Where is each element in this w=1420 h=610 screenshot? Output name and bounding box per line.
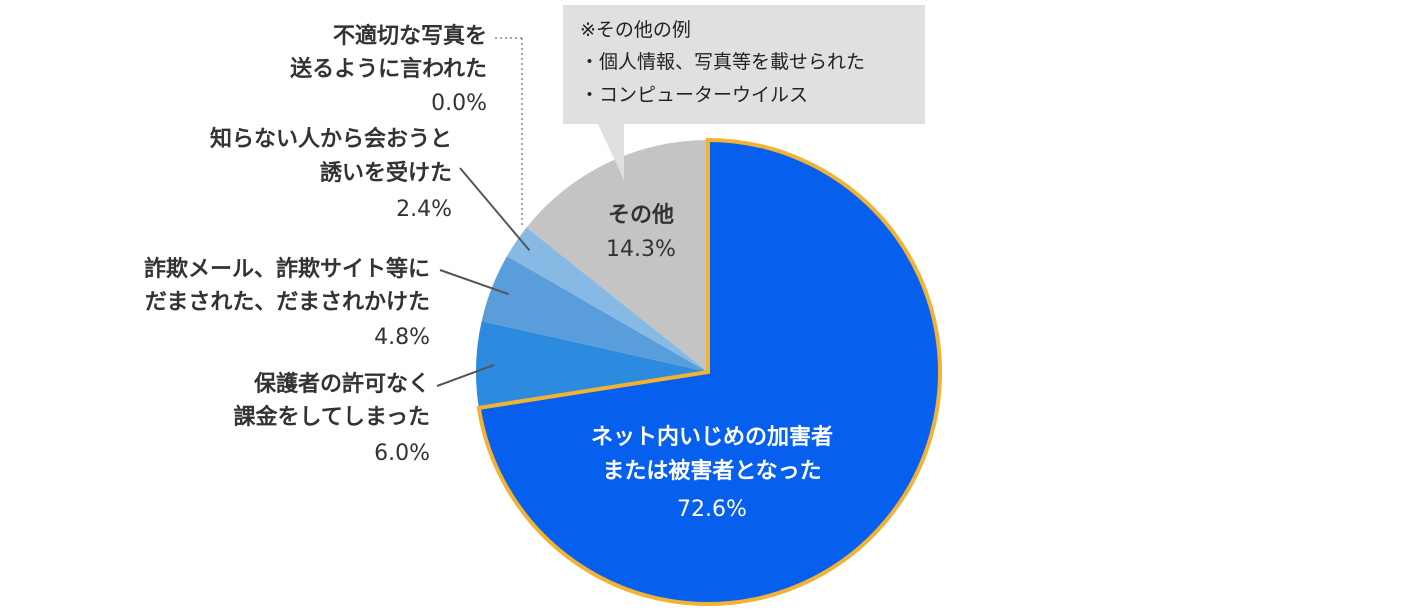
slice-label-value: 72.6% xyxy=(677,497,747,522)
pie-slices xyxy=(475,137,942,606)
pie-slice xyxy=(481,256,708,372)
slice-label-name: 保護者の許可なく xyxy=(253,371,430,397)
pie-slice xyxy=(475,321,708,408)
slice-labels: ネット内いじめの加害者 または被害者となった 72.6% その他 14.3% 不… xyxy=(144,23,833,522)
slice-label-name: 知らない人から会おうと xyxy=(210,126,452,152)
slice-label-value: 0.0% xyxy=(431,91,487,116)
slice-label-name: または被害者となった xyxy=(602,458,821,484)
slice-label-name: だまされた、だまされかけた xyxy=(145,290,430,315)
slice-label-name: 課金をしてしまった xyxy=(234,404,430,430)
slice-label-name: その他 xyxy=(608,203,674,228)
pie-slice xyxy=(476,137,942,606)
leader-line xyxy=(436,364,495,387)
leader-lines xyxy=(436,37,531,387)
slice-label-name: 誘いを受けた xyxy=(320,160,452,186)
leader-line xyxy=(439,269,509,296)
slice-label-value: 6.0% xyxy=(374,441,430,466)
note-line: ・個人情報、写真等を載せられた xyxy=(580,51,865,73)
leader-line xyxy=(459,167,531,252)
slice-label-name: 詐欺メール、詐欺サイト等に xyxy=(144,256,430,282)
pie-slice xyxy=(506,227,708,372)
note-callout: ※その他の例 ・個人情報、写真等を載せられた ・コンピューターウイルス xyxy=(563,5,925,180)
slice-label-name: ネット内いじめの加害者 xyxy=(591,424,833,450)
note-line: ・コンピューターウイルス xyxy=(580,84,808,106)
slice-label-name: 不適切な写真を xyxy=(333,23,487,49)
note-line: ※その他の例 xyxy=(580,19,691,41)
slice-label-value: 14.3% xyxy=(606,237,676,262)
slice-label-value: 2.4% xyxy=(396,197,452,222)
slice-label-value: 4.8% xyxy=(374,325,430,350)
slice-label-name: 送るように言われた xyxy=(290,56,487,82)
pie-slice xyxy=(526,140,708,372)
note-box xyxy=(563,5,925,180)
